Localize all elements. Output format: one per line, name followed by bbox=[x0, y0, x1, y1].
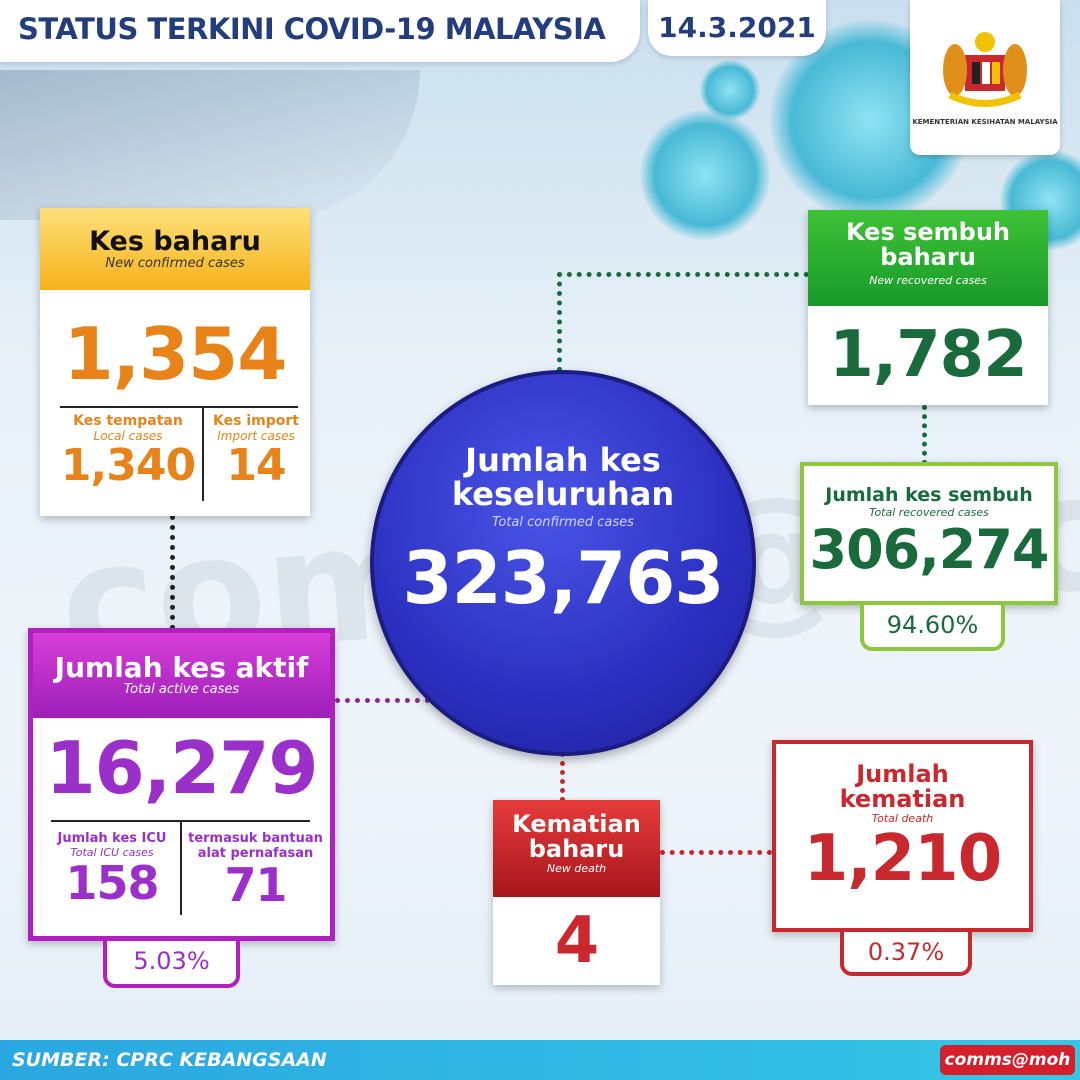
connector bbox=[170, 515, 175, 630]
total-death-subtitle: Total death bbox=[871, 812, 934, 826]
syringe-image bbox=[0, 70, 420, 220]
virus-image bbox=[640, 110, 770, 240]
comms-badge: comms@moh bbox=[940, 1045, 1075, 1075]
total-death-card: Jumlah kematian Total death 1,210 bbox=[772, 740, 1033, 932]
ventilator-label-1: termasuk bantuan bbox=[188, 831, 323, 846]
connector bbox=[560, 752, 565, 802]
new-recovered-card: Kes sembuh baharu New recovered cases 1,… bbox=[808, 210, 1048, 405]
icu-sublabel: Total ICU cases bbox=[70, 846, 154, 859]
ventilator-value: 71 bbox=[224, 858, 287, 912]
active-percent-badge: 5.03% bbox=[103, 941, 240, 988]
new-recovered-title-1: Kes sembuh bbox=[845, 218, 1010, 246]
logo-text: KEMENTERIAN KESIHATAN MALAYSIA bbox=[912, 118, 1058, 126]
connector bbox=[335, 698, 430, 703]
new-cases-value: 1,354 bbox=[63, 312, 288, 396]
new-death-title-2: baharu bbox=[528, 835, 625, 864]
total-death-value: 1,210 bbox=[803, 822, 1002, 897]
new-death-title-1: Kematian bbox=[512, 810, 641, 838]
total-cases-circle: Jumlah kes keseluruhan Total confirmed c… bbox=[370, 370, 756, 756]
new-recovered-subtitle: New recovered cases bbox=[869, 274, 987, 288]
connector bbox=[557, 272, 809, 277]
source-text: SUMBER: CPRC KEBANGSAAN bbox=[12, 1049, 327, 1071]
total-cases-title-1: Jumlah kes bbox=[465, 441, 661, 479]
import-cases-value: 14 bbox=[226, 440, 286, 491]
recovered-percent-badge: 94.60% bbox=[860, 605, 1005, 651]
active-cases-value: 16,279 bbox=[45, 726, 319, 810]
total-recovered-card: Jumlah kes sembuh Total recovered cases … bbox=[800, 462, 1058, 605]
local-cases-value: 1,340 bbox=[60, 440, 196, 491]
new-cases-title: Kes baharu bbox=[89, 226, 261, 257]
virus-image bbox=[700, 60, 760, 120]
new-death-card: Kematian baharu New death 4 bbox=[493, 800, 660, 985]
total-cases-value: 323,763 bbox=[402, 536, 725, 621]
local-cases-label: Kes tempatan bbox=[73, 413, 183, 429]
total-recovered-value: 306,274 bbox=[809, 517, 1050, 581]
connector bbox=[557, 272, 562, 372]
new-cases-card: Kes baharu New confirmed cases 1,354 Kes… bbox=[40, 208, 310, 516]
death-percent-badge: 0.37% bbox=[840, 932, 972, 976]
ventilator-label-2: alat pernafasan bbox=[197, 846, 314, 861]
total-cases-title-2: keseluruhan bbox=[451, 474, 675, 513]
connector bbox=[660, 850, 772, 855]
total-recovered-title: Jumlah kes sembuh bbox=[825, 484, 1033, 506]
coat-of-arms-icon bbox=[943, 32, 1027, 107]
date-badge: 14.3.2021 bbox=[648, 0, 826, 56]
footer-bar bbox=[0, 1040, 1080, 1080]
local-cases-sublabel: Local cases bbox=[93, 429, 163, 443]
import-cases-sublabel: Import cases bbox=[217, 429, 295, 443]
ministry-logo: KEMENTERIAN KESIHATAN MALAYSIA bbox=[910, 0, 1060, 155]
new-death-value: 4 bbox=[554, 904, 600, 978]
title-banner bbox=[0, 0, 640, 62]
total-cases-subtitle: Total confirmed cases bbox=[492, 515, 634, 531]
new-death-subtitle: New death bbox=[546, 862, 607, 876]
active-cases-subtitle: Total active cases bbox=[123, 682, 240, 698]
new-recovered-title-2: baharu bbox=[880, 243, 976, 272]
active-cases-title: Jumlah kes aktif bbox=[54, 651, 309, 684]
active-cases-card: Jumlah kes aktif Total active cases 16,2… bbox=[28, 628, 335, 941]
connector bbox=[922, 405, 927, 465]
page-title: STATUS TERKINI COVID-19 MALAYSIA bbox=[18, 12, 606, 46]
icu-label: Jumlah kes ICU bbox=[57, 831, 167, 846]
icu-value: 158 bbox=[65, 856, 159, 910]
new-cases-subtitle: New confirmed cases bbox=[105, 256, 245, 272]
import-cases-label: Kes import bbox=[213, 413, 299, 429]
total-death-title-2: kematian bbox=[839, 785, 966, 814]
total-death-title-1: Jumlah bbox=[856, 760, 949, 788]
total-recovered-subtitle: Total recovered cases bbox=[869, 505, 989, 519]
new-recovered-value: 1,782 bbox=[829, 318, 1027, 392]
